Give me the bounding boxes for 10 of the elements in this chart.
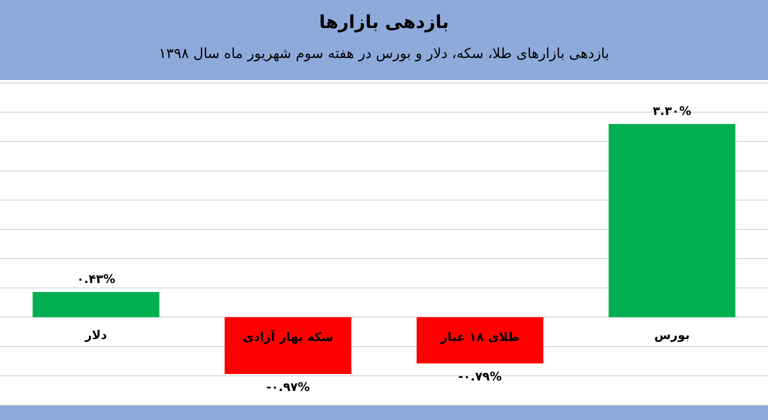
x-tick-label: طلای ۱۸ عیار [440,330,520,344]
data-label: ۰.۴۳% [76,272,116,286]
data-label: -۰.۹۷% [266,380,310,394]
data-label: ۳.۳۰% [652,104,692,118]
chart-title: بازدهی بازارها [319,12,449,33]
x-tick-label: دلار [84,328,108,342]
data-label: -۰.۷۹% [458,369,502,384]
x-tick-label: بورس [654,328,690,342]
chart-subtitle: بازدهی بازارهای طلا، سکه، دلار و بورس در هفته سوم شهریور ماه سال ۱۳۹۸ [158,46,610,62]
x-tick-label: سکه بهار آزادی [242,329,334,344]
